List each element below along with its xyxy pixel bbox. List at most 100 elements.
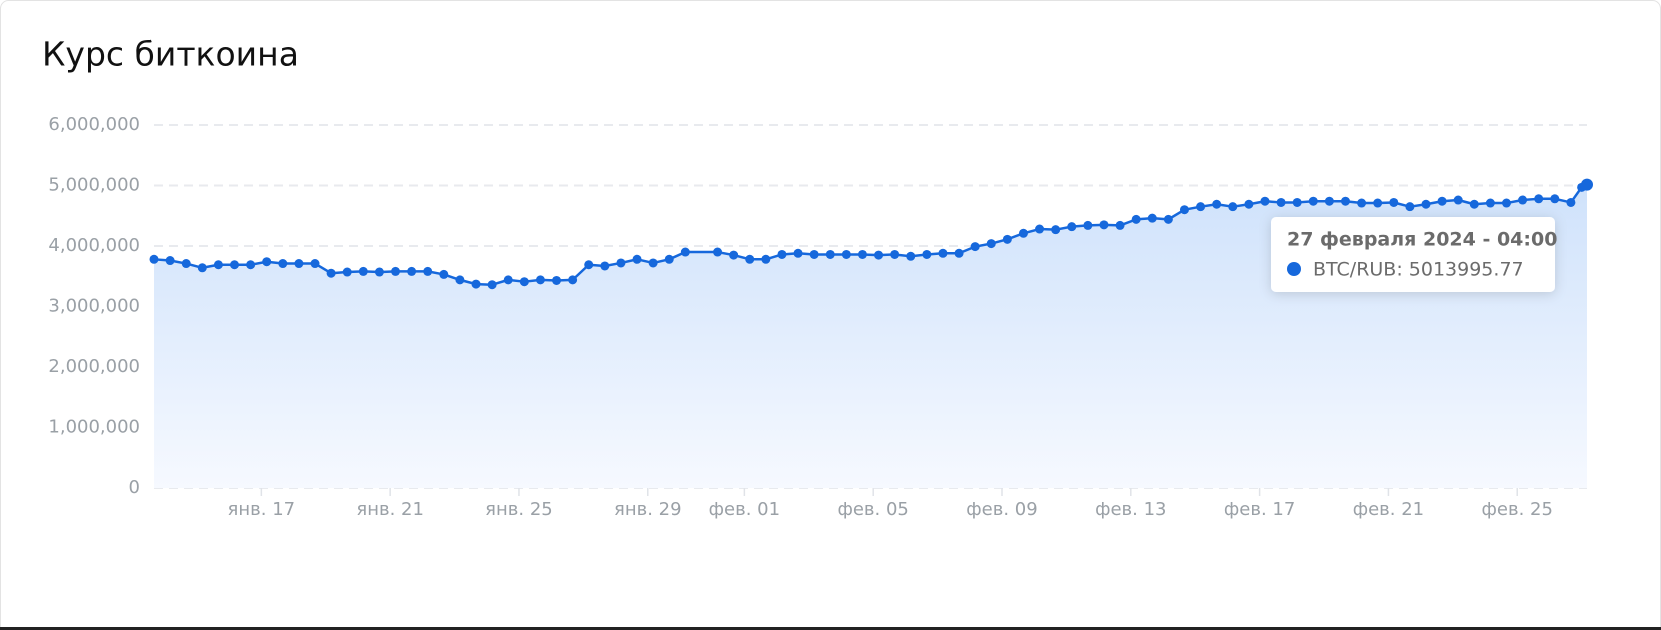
point — [1131, 214, 1141, 224]
tooltip-box — [1271, 217, 1555, 292]
point — [1099, 220, 1109, 230]
point — [519, 277, 529, 287]
point — [568, 275, 578, 285]
y-tick-label: 3,000,000 — [48, 296, 140, 317]
point — [938, 248, 948, 258]
point — [294, 259, 304, 269]
point — [455, 275, 465, 285]
point — [1276, 197, 1286, 207]
point — [922, 249, 932, 259]
point — [729, 250, 739, 260]
point — [1115, 220, 1125, 230]
point — [1469, 199, 1479, 209]
x-tick-label: фев. 17 — [1224, 499, 1295, 520]
point — [1196, 202, 1206, 212]
point — [262, 257, 272, 267]
tooltip-title: 27 февраля 2024 - 04:00 — [1287, 229, 1557, 251]
area — [154, 184, 1587, 488]
point — [970, 242, 980, 252]
point — [1357, 198, 1367, 208]
x-tick-label: фев. 25 — [1482, 499, 1553, 520]
point — [1324, 196, 1334, 206]
point — [600, 261, 610, 271]
x-tick-label: янв. 17 — [228, 499, 296, 520]
point — [407, 266, 417, 276]
point — [1083, 220, 1093, 230]
point — [857, 249, 867, 259]
point — [1518, 195, 1528, 205]
point — [213, 260, 223, 270]
chart-title: Курс биткоина — [42, 35, 299, 74]
point — [680, 247, 690, 257]
point — [1147, 213, 1157, 223]
point — [391, 266, 401, 276]
x-tick-label: янв. 25 — [485, 499, 553, 520]
point — [874, 250, 884, 260]
point — [825, 249, 835, 259]
point — [648, 258, 658, 268]
point — [471, 279, 481, 289]
point — [374, 267, 384, 277]
y-tick-label: 6,000,000 — [48, 114, 140, 135]
y-tick-label: 2,000,000 — [48, 356, 140, 377]
point — [342, 267, 352, 277]
point — [439, 269, 449, 279]
point — [1485, 198, 1495, 208]
tooltip-text: BTC/RUB: 5013995.77 — [1313, 259, 1524, 281]
point — [1292, 197, 1302, 207]
point — [1501, 198, 1511, 208]
point — [1212, 199, 1222, 209]
point — [1035, 224, 1045, 234]
point — [1228, 202, 1238, 212]
point — [745, 254, 755, 264]
point — [954, 248, 964, 258]
point — [1340, 196, 1350, 206]
point — [310, 259, 320, 269]
x-tick-label: фев. 05 — [837, 499, 908, 520]
point — [503, 275, 513, 285]
point — [165, 256, 175, 266]
point — [841, 249, 851, 259]
tooltip-marker — [1287, 262, 1301, 276]
point — [1405, 202, 1415, 212]
x-tick-label: янв. 29 — [614, 499, 682, 520]
point — [664, 254, 674, 264]
point — [149, 254, 159, 264]
x-tick-label: фев. 01 — [709, 499, 780, 520]
point — [1373, 198, 1383, 208]
point — [1051, 225, 1061, 235]
point — [278, 259, 288, 269]
point — [632, 254, 642, 264]
point — [616, 258, 626, 268]
point — [986, 239, 996, 249]
point — [487, 280, 497, 290]
point — [1550, 194, 1560, 204]
point — [1308, 196, 1318, 206]
y-tick-label: 0 — [129, 477, 140, 498]
point — [230, 260, 240, 270]
point — [1389, 197, 1399, 207]
point — [713, 247, 723, 257]
point — [197, 263, 207, 273]
point — [906, 251, 916, 261]
x-tick-label: янв. 21 — [356, 499, 424, 520]
point — [246, 260, 256, 270]
y-tick-label: 5,000,000 — [48, 175, 140, 196]
point — [1581, 178, 1593, 191]
y-tick-label: 1,000,000 — [48, 417, 140, 438]
point — [793, 248, 803, 258]
point — [1163, 214, 1173, 224]
x-tick-label: фев. 09 — [966, 499, 1037, 520]
point — [181, 259, 191, 269]
tooltip — [1271, 217, 1555, 292]
point — [1437, 196, 1447, 206]
point — [1534, 194, 1544, 204]
point — [1421, 199, 1431, 209]
point — [777, 249, 787, 259]
point — [890, 249, 900, 259]
x-tick-label: фев. 13 — [1095, 499, 1166, 520]
point — [761, 254, 771, 264]
point — [358, 266, 368, 276]
point — [1002, 234, 1012, 244]
